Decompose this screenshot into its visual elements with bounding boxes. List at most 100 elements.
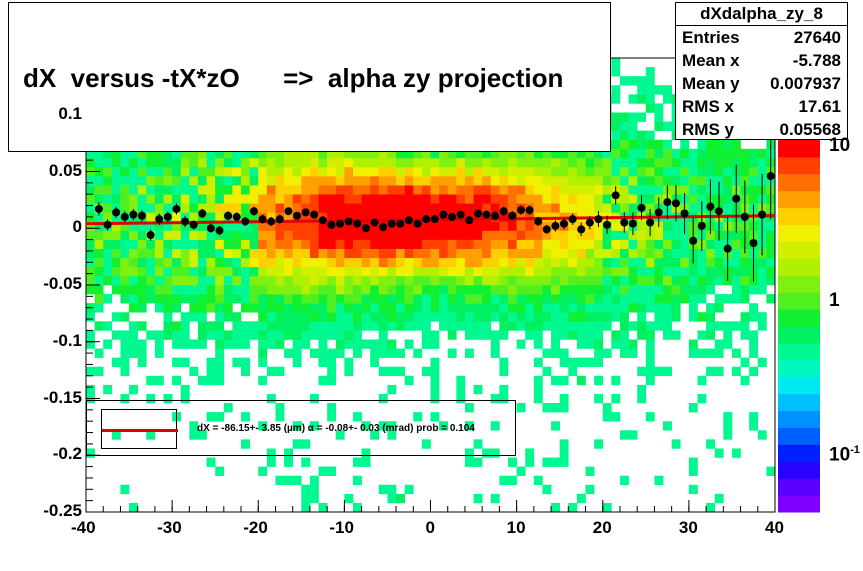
heatmap-cell — [378, 393, 388, 404]
profile-point — [499, 207, 508, 216]
heatmap-cell — [464, 321, 474, 331]
heatmap-cell — [611, 221, 621, 231]
heatmap-cell — [275, 230, 285, 240]
heatmap-cell — [680, 275, 690, 286]
x-tick-label: 40 — [765, 518, 784, 537]
heatmap-cell — [94, 176, 104, 186]
heatmap-cell — [619, 157, 629, 168]
heatmap-cell — [223, 303, 233, 313]
heatmap-cell — [619, 148, 629, 159]
heatmap-cell — [223, 257, 233, 268]
heatmap-cell — [430, 339, 440, 349]
heatmap-cell — [611, 312, 621, 322]
heatmap-cell — [249, 166, 259, 177]
heatmap-cell — [137, 266, 147, 277]
heatmap-cell — [663, 166, 672, 177]
heatmap-cell — [525, 285, 535, 295]
heatmap-cell — [663, 330, 672, 340]
heatmap-cell — [378, 421, 388, 431]
heatmap-cell — [172, 212, 182, 222]
heatmap-cell — [258, 221, 268, 231]
heatmap-cell — [637, 94, 647, 104]
heatmap-cell — [628, 185, 638, 195]
heatmap-cell — [757, 275, 767, 286]
heatmap-cell — [464, 348, 474, 358]
heatmap-cell — [318, 339, 328, 349]
heatmap-cell — [688, 348, 698, 358]
heatmap-cell — [206, 248, 216, 259]
heatmap-cell — [464, 176, 474, 186]
heatmap-cell — [706, 148, 716, 159]
y-tick-label: -0.05 — [43, 274, 82, 293]
heatmap-cell — [585, 275, 595, 286]
heatmap-cell — [103, 194, 113, 204]
heatmap-cell — [559, 330, 569, 340]
heatmap-cell — [585, 303, 595, 313]
heatmap-cell — [602, 294, 612, 304]
heatmap-cell — [232, 266, 242, 277]
profile-point — [620, 218, 629, 227]
heatmap-cell — [146, 239, 156, 249]
heatmap-cell — [327, 239, 337, 249]
heatmap-cell — [258, 248, 268, 259]
heatmap-cell — [551, 157, 560, 168]
heatmap-cell — [533, 303, 543, 313]
profile-point — [353, 219, 362, 228]
heatmap-cell — [94, 248, 104, 259]
heatmap-cell — [86, 312, 95, 322]
heatmap-cell — [352, 457, 362, 467]
heatmap-cell — [508, 257, 517, 268]
profile-point — [224, 211, 233, 220]
heatmap-cell — [464, 148, 474, 159]
heatmap-cell — [602, 275, 612, 286]
heatmap-cell — [163, 148, 173, 159]
heatmap-cell — [611, 239, 621, 249]
heatmap-cell — [559, 266, 569, 277]
heatmap-cell — [352, 194, 362, 204]
heatmap-cell — [439, 303, 449, 313]
heatmap-cell — [378, 212, 388, 222]
heatmap-cell — [439, 239, 449, 249]
heatmap-cell — [206, 275, 216, 286]
heatmap-cell — [456, 384, 466, 395]
heatmap-cell — [327, 366, 337, 377]
heatmap-cell — [387, 230, 397, 240]
heatmap-cell — [473, 321, 483, 331]
heatmap-cell — [301, 185, 311, 195]
heatmap-cell — [120, 239, 130, 249]
heatmap-cell — [197, 148, 207, 159]
heatmap-cell — [180, 157, 190, 168]
heatmap-cell — [490, 248, 500, 259]
heatmap-cell — [559, 294, 569, 304]
heatmap-cell — [413, 321, 423, 331]
heatmap-cell — [645, 203, 655, 213]
heatmap-cell — [335, 294, 345, 304]
heatmap-cell — [404, 257, 414, 268]
heatmap-cell — [637, 130, 647, 141]
heatmap-cell — [447, 330, 457, 340]
heatmap-cell — [439, 185, 449, 195]
heatmap-cell — [688, 148, 698, 159]
heatmap-cell — [292, 294, 302, 304]
heatmap-cell — [241, 321, 250, 331]
color-scale-step — [778, 173, 820, 192]
heatmap-cell — [223, 203, 233, 213]
heatmap-cell — [344, 230, 354, 240]
heatmap-cell — [197, 230, 207, 240]
heatmap-cell — [516, 248, 526, 259]
heatmap-cell — [447, 275, 457, 286]
heatmap-cell — [697, 312, 707, 322]
profile-point — [465, 216, 474, 225]
heatmap-cell — [731, 366, 741, 377]
heatmap-cell — [129, 148, 138, 159]
heatmap-cell — [180, 294, 190, 304]
heatmap-cell — [103, 176, 113, 186]
heatmap-cell — [180, 321, 190, 331]
stat-label: Mean y — [682, 74, 740, 93]
heatmap-cell — [258, 230, 268, 240]
heatmap-cell — [94, 194, 104, 204]
heatmap-cell — [456, 230, 466, 240]
heatmap-cell — [576, 185, 586, 195]
heatmap-cell — [473, 221, 483, 231]
heatmap-cell — [335, 157, 345, 168]
